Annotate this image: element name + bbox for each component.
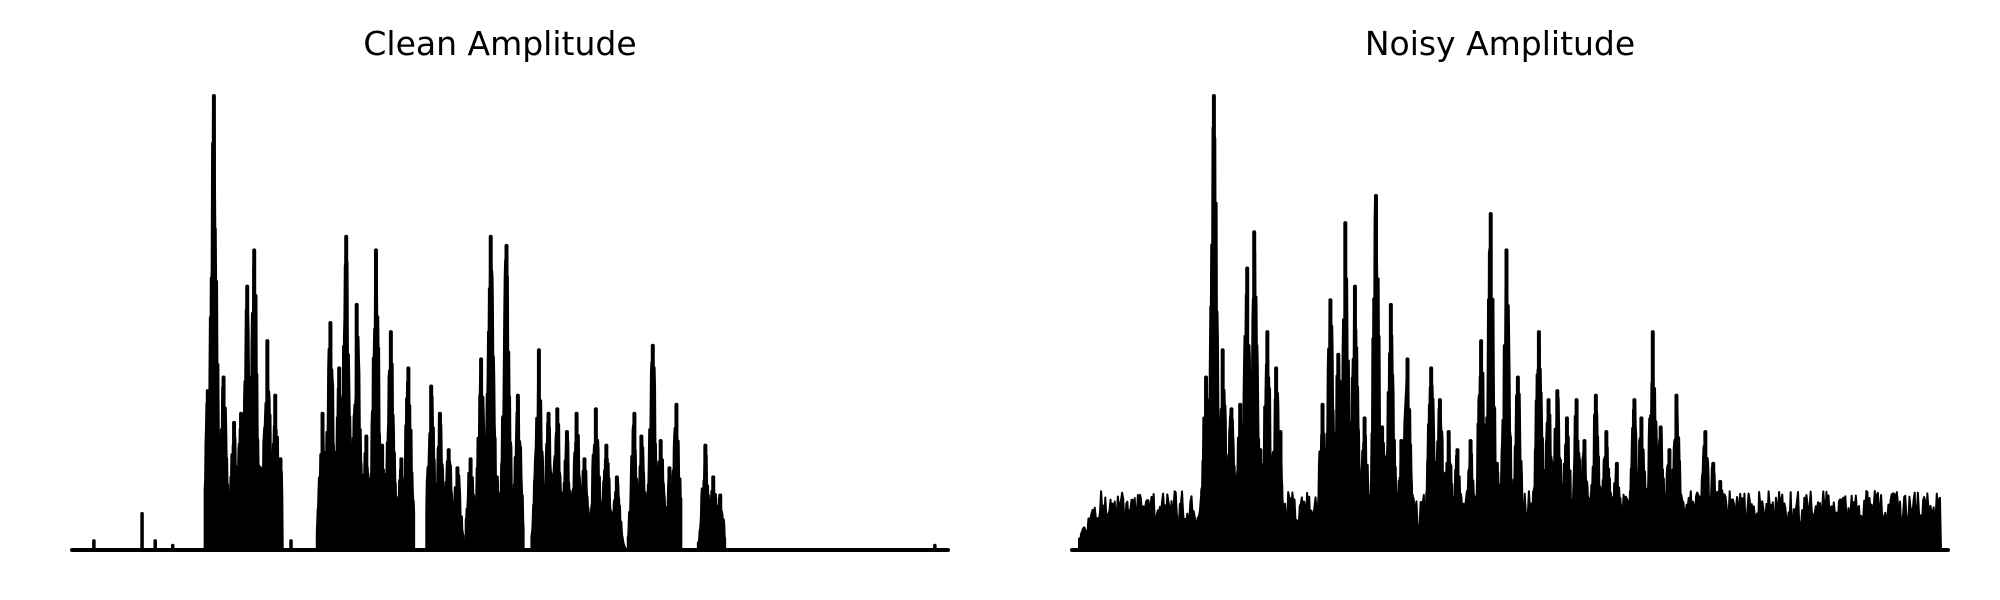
- noisy-amplitude-panel: Noisy Amplitude: [1000, 0, 2000, 600]
- amplitude-burst: [203, 95, 284, 552]
- amplitude-burst: [464, 255, 525, 552]
- clean-amplitude-plot: [70, 94, 950, 552]
- noisy-amplitude-plot: [1070, 94, 1950, 552]
- clean-amplitude-panel: Clean Amplitude: [70, 24, 950, 552]
- amplitude-burst: [1530, 345, 1630, 552]
- chart-title: Noisy Amplitude: [1364, 24, 1636, 63]
- amplitude-burst: [530, 382, 630, 552]
- amplitude-burst: [1464, 247, 1525, 552]
- chart-title: Clean Amplitude: [363, 24, 637, 63]
